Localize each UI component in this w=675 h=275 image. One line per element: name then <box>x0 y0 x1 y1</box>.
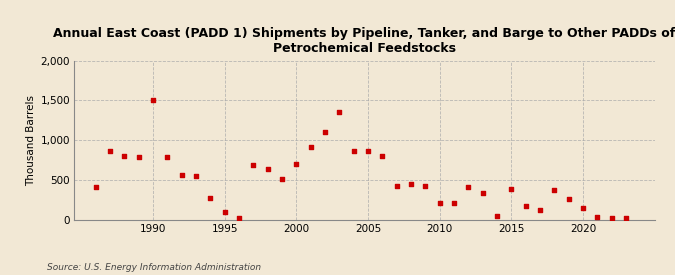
Point <box>535 207 545 212</box>
Point <box>606 215 617 220</box>
Point <box>234 216 244 221</box>
Point <box>334 109 345 114</box>
Point <box>520 204 531 209</box>
Point <box>621 216 632 221</box>
Point <box>90 184 101 189</box>
Point <box>592 214 603 219</box>
Point <box>219 210 230 214</box>
Text: Source: U.S. Energy Information Administration: Source: U.S. Energy Information Administ… <box>47 263 261 272</box>
Point <box>348 149 359 154</box>
Point <box>506 187 517 191</box>
Point <box>162 155 173 159</box>
Point <box>305 144 316 149</box>
Point <box>248 163 259 167</box>
Point <box>463 184 474 189</box>
Point <box>119 154 130 158</box>
Point <box>578 206 589 210</box>
Title: Annual East Coast (PADD 1) Shipments by Pipeline, Tanker, and Barge to Other PAD: Annual East Coast (PADD 1) Shipments by … <box>53 27 675 55</box>
Point <box>320 130 331 134</box>
Point <box>190 174 201 178</box>
Point <box>549 188 560 193</box>
Point <box>105 148 115 153</box>
Point <box>291 162 302 166</box>
Point <box>176 172 187 177</box>
Point <box>449 201 460 205</box>
Point <box>406 182 416 186</box>
Point <box>434 201 445 205</box>
Point <box>263 167 273 171</box>
Y-axis label: Thousand Barrels: Thousand Barrels <box>26 95 36 186</box>
Point <box>491 214 502 218</box>
Point <box>377 154 388 158</box>
Point <box>362 148 373 153</box>
Point <box>205 196 216 201</box>
Point <box>564 197 574 201</box>
Point <box>420 183 431 188</box>
Point <box>392 183 402 188</box>
Point <box>477 191 488 195</box>
Point <box>134 155 144 159</box>
Point <box>148 98 159 103</box>
Point <box>277 177 288 182</box>
